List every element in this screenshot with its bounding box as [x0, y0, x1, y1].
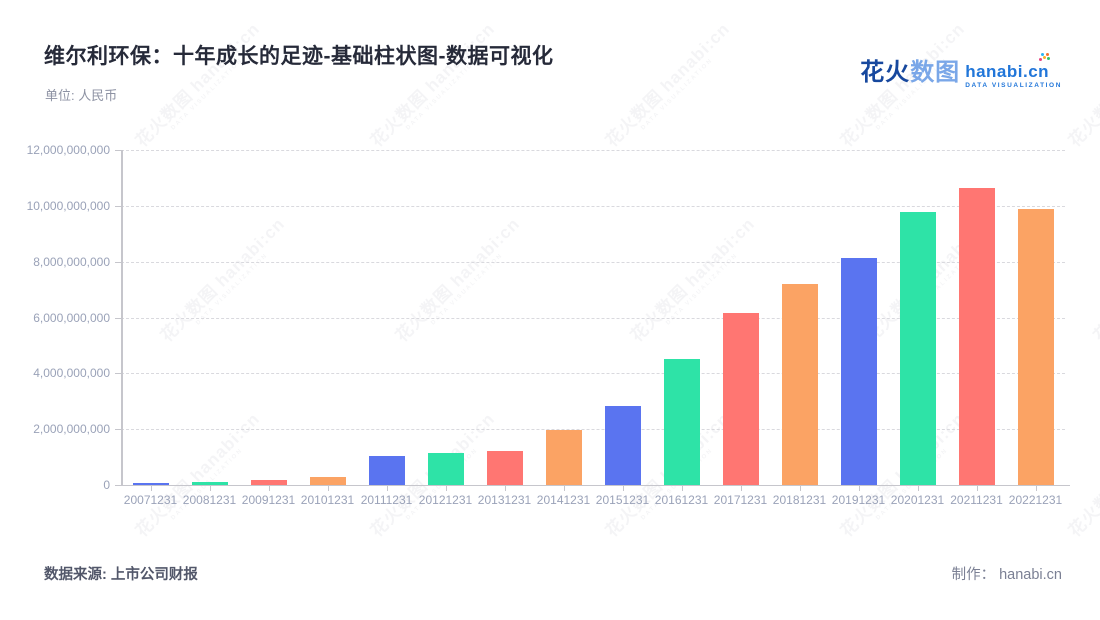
x-axis-tick — [209, 486, 211, 491]
bar-20211231 — [958, 188, 995, 485]
gridline — [121, 205, 1065, 207]
bar-20091231 — [250, 480, 287, 485]
x-axis-label: 20181231 — [772, 493, 827, 507]
x-axis-tick — [799, 486, 801, 491]
y-axis-tick — [115, 205, 121, 207]
y-axis-tick — [115, 429, 121, 431]
x-axis-label: 20221231 — [1008, 493, 1063, 507]
gridline — [121, 150, 1065, 151]
y-axis-label: 6,000,000,000 — [33, 310, 110, 325]
x-axis-label: 20201231 — [890, 493, 945, 507]
x-axis-tick — [622, 486, 624, 491]
x-axis-tick — [150, 486, 152, 491]
x-axis-tick — [917, 486, 919, 491]
bar-20141231 — [545, 430, 582, 485]
y-axis-tick — [115, 261, 121, 263]
y-axis-tick — [115, 317, 121, 319]
x-axis-label: 20121231 — [418, 493, 473, 507]
y-axis-label: 12,000,000,000 — [26, 143, 110, 157]
x-axis-label: 20171231 — [713, 493, 768, 507]
y-axis-label: 10,000,000,000 — [26, 198, 110, 213]
bar-20081231 — [191, 482, 228, 485]
x-axis-label: 20191231 — [831, 493, 886, 507]
bar-20101231 — [309, 477, 346, 485]
hanabi-logo: 花火数图 hanabi.cn DATA VISUALIZATION — [860, 56, 1062, 89]
bar-20191231 — [840, 258, 877, 485]
chart-title: 维尔利环保：十年成长的足迹-基础柱状图-数据可视化 — [44, 45, 554, 68]
y-axis-tick — [115, 373, 121, 375]
x-axis-tick — [327, 486, 329, 491]
x-axis-tick — [386, 486, 388, 491]
y-axis-label: 4,000,000,000 — [33, 366, 110, 381]
sparkle-icon — [1043, 56, 1046, 59]
bar-20221231 — [1017, 209, 1054, 485]
x-axis-label: 20151231 — [595, 493, 650, 507]
gridline — [121, 261, 1065, 263]
y-axis-tick — [115, 150, 121, 151]
x-axis-line — [121, 484, 1070, 486]
x-axis-tick — [681, 486, 683, 491]
bar-20201231 — [899, 211, 936, 485]
logo-cn-bold: 花火 — [860, 59, 911, 86]
data-source-label: 数据来源: 上市公司财报 — [44, 567, 198, 583]
x-axis-label: 20131231 — [477, 493, 532, 507]
x-axis-label: 20071231 — [123, 493, 178, 507]
credit-label: 制作： hanabi.cn — [951, 567, 1062, 583]
logo-en-block: hanabi.cn DATA VISUALIZATION — [965, 56, 1062, 89]
x-axis-label: 20111231 — [360, 493, 413, 507]
bar-20071231 — [132, 483, 169, 485]
x-axis-label: 20161231 — [654, 493, 709, 507]
bar-20111231 — [368, 455, 405, 485]
logo-domain-text: hanabi.cn — [965, 62, 1050, 81]
x-axis-label: 20081231 — [182, 493, 237, 507]
x-axis-tick — [976, 486, 978, 491]
x-axis-label: 20091231 — [241, 493, 296, 507]
bar-20131231 — [486, 450, 523, 485]
bar-20121231 — [427, 452, 464, 485]
bar-20171231 — [722, 313, 759, 485]
gridline — [121, 373, 1065, 375]
y-axis-label: 2,000,000,000 — [33, 422, 110, 437]
bar-20151231 — [604, 406, 641, 485]
y-axis-tick — [115, 485, 121, 486]
y-axis-label: 8,000,000,000 — [33, 254, 110, 269]
logo-tagline-text: DATA VISUALIZATION — [965, 82, 1062, 89]
bar-20161231 — [663, 359, 700, 485]
x-axis-label: 20101231 — [300, 493, 355, 507]
logo-cn-text: 花火数图 — [860, 58, 960, 88]
y-axis-line — [121, 150, 123, 485]
gridline — [121, 429, 1065, 431]
logo-cn-light: 数图 — [910, 59, 961, 86]
y-axis-label: 0 — [103, 478, 110, 492]
chart-unit-label: 单位: 人民币 — [45, 88, 118, 103]
gridline — [121, 317, 1065, 319]
x-axis-tick — [504, 486, 506, 491]
x-axis-tick — [858, 486, 860, 491]
x-axis-tick — [268, 486, 270, 491]
bar-20181231 — [781, 284, 818, 485]
x-axis-tick — [445, 486, 447, 491]
x-axis-tick — [740, 486, 742, 491]
x-axis-tick — [1035, 486, 1037, 491]
x-axis-tick — [563, 486, 565, 491]
x-axis-label: 20141231 — [536, 493, 591, 507]
x-axis-label: 20211231 — [950, 493, 1003, 507]
